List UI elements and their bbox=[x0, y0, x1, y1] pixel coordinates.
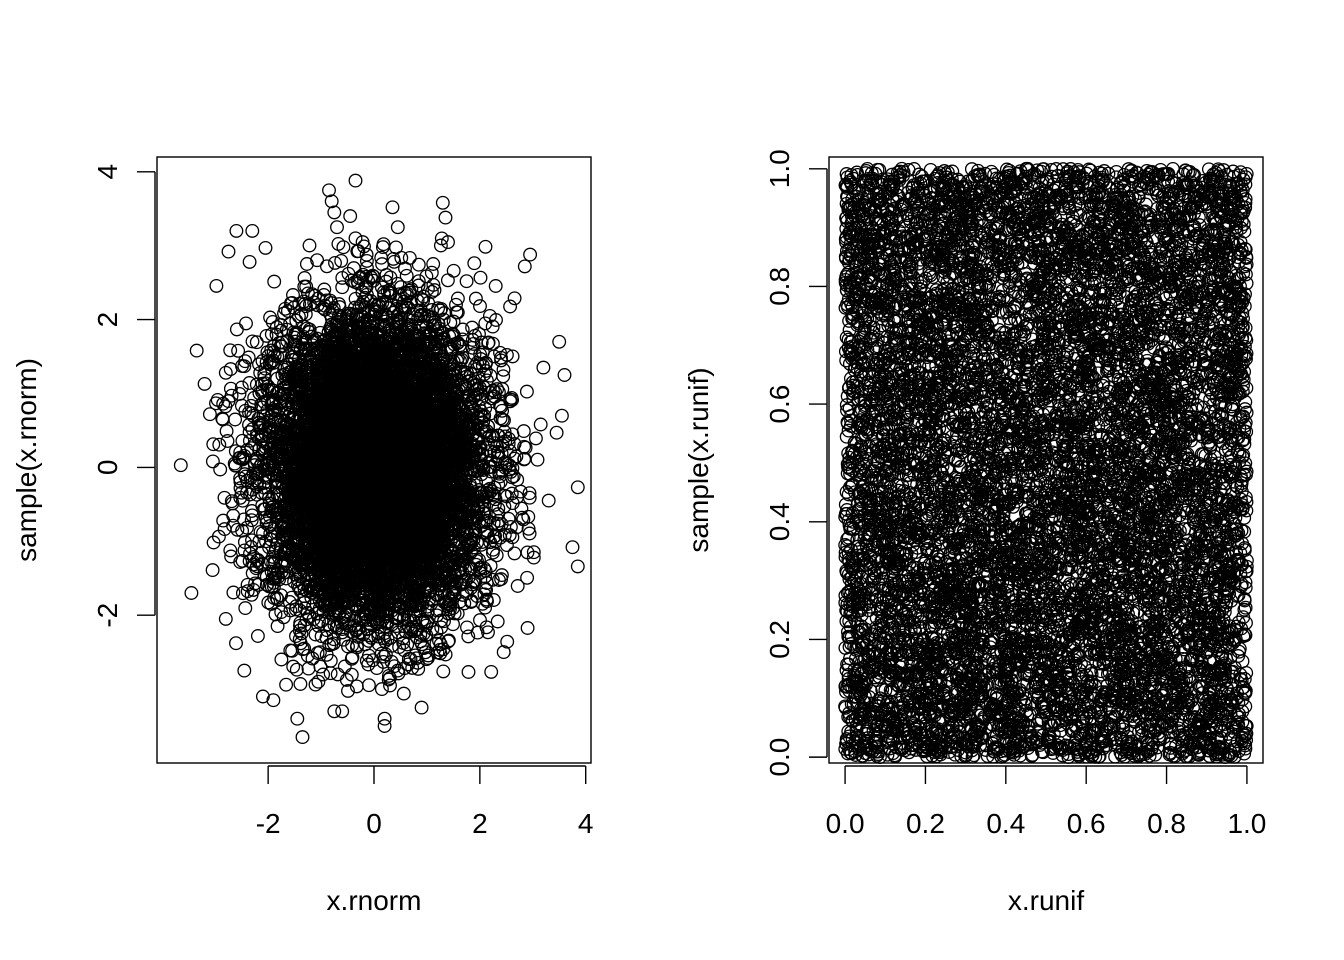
data-point bbox=[361, 678, 376, 693]
data-point bbox=[228, 412, 243, 427]
data-point bbox=[286, 659, 301, 674]
data-point bbox=[528, 431, 543, 446]
data-point bbox=[239, 316, 253, 331]
data-point bbox=[411, 257, 426, 272]
data-point bbox=[467, 256, 482, 271]
data-point bbox=[530, 452, 545, 467]
data-point bbox=[213, 462, 228, 477]
data-point bbox=[468, 291, 483, 306]
data-point bbox=[263, 310, 278, 325]
data-point bbox=[267, 274, 282, 289]
data-point bbox=[446, 263, 461, 278]
data-point bbox=[279, 677, 294, 692]
data-point bbox=[209, 278, 224, 293]
data-point bbox=[426, 257, 441, 271]
data-point bbox=[473, 299, 487, 314]
data-point bbox=[223, 343, 238, 358]
data-point bbox=[389, 240, 403, 255]
data-point bbox=[519, 384, 534, 399]
data-point bbox=[310, 253, 325, 268]
data-point bbox=[507, 546, 522, 561]
data-point bbox=[335, 280, 350, 295]
data-point bbox=[270, 619, 285, 634]
data-point bbox=[220, 434, 235, 448]
data-point bbox=[440, 273, 455, 288]
points-group bbox=[173, 173, 585, 745]
data-point bbox=[250, 629, 265, 643]
data-point bbox=[522, 526, 537, 541]
data-point bbox=[231, 343, 246, 358]
data-point bbox=[396, 686, 411, 701]
data-point bbox=[490, 614, 505, 629]
data-point bbox=[229, 636, 243, 651]
